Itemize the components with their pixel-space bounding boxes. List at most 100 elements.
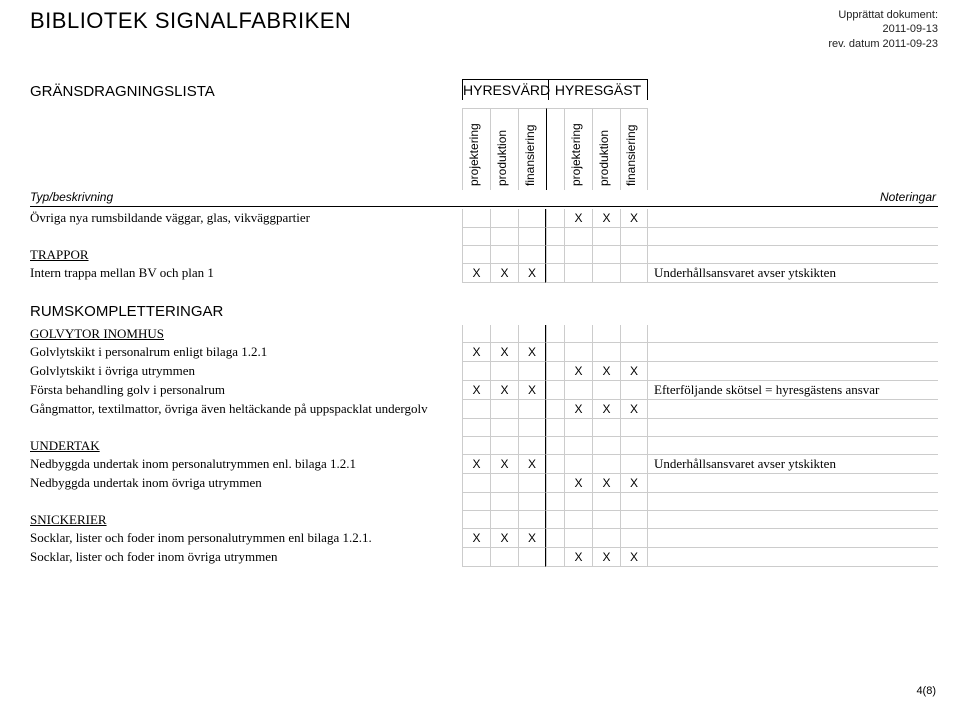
x-cell <box>462 437 490 455</box>
x-cell <box>462 362 490 381</box>
x-cell <box>592 437 620 455</box>
row-note <box>648 209 938 228</box>
x-cell <box>592 343 620 362</box>
x-cell <box>490 228 518 246</box>
x-cell: X <box>518 381 546 400</box>
row-subheading: SNICKERIER <box>30 511 462 529</box>
x-cell: X <box>462 343 490 362</box>
x-cell <box>518 228 546 246</box>
meta-line-3: rev. datum 2011-09-23 <box>828 37 938 51</box>
x-cell: X <box>592 400 620 419</box>
x-cell <box>518 209 546 228</box>
row-subheading: GOLVYTOR INOMHUS <box>30 325 462 343</box>
x-cell <box>592 381 620 400</box>
x-gap <box>546 455 564 474</box>
x-cell <box>620 455 648 474</box>
row-note: Efterföljande skötsel = hyresgästens ans… <box>648 381 938 400</box>
x-gap <box>546 400 564 419</box>
row-desc: Gångmattor, textilmattor, övriga även he… <box>30 400 462 419</box>
x-cell <box>462 400 490 419</box>
x-cell <box>490 419 518 437</box>
table-row: Intern trappa mellan BV och plan 1XXXUnd… <box>30 264 938 283</box>
rot-label-5: produktion <box>597 130 611 186</box>
spacer-note <box>648 228 938 246</box>
x-cell <box>620 246 648 264</box>
x-cell <box>564 511 592 529</box>
x-cell <box>462 474 490 493</box>
x-cell: X <box>592 209 620 228</box>
x-cell <box>592 529 620 548</box>
meta-line-2: 2011-09-13 <box>828 22 938 36</box>
x-cell <box>490 400 518 419</box>
x-cell <box>490 362 518 381</box>
x-cell <box>592 493 620 511</box>
x-cell <box>518 548 546 567</box>
x-cell <box>518 325 546 343</box>
doc-meta: Upprättat dokument: 2011-09-13 rev. datu… <box>828 8 938 51</box>
row-desc: Nedbyggda undertak inom övriga utrymmen <box>30 474 462 493</box>
x-cell <box>592 264 620 283</box>
x-cell <box>518 246 546 264</box>
x-gap <box>546 264 564 283</box>
table-row: RUMSKOMPLETTERINGAR <box>30 283 938 325</box>
x-cell: X <box>620 362 648 381</box>
x-cell <box>518 474 546 493</box>
rotated-cols: projektering produktion finansiering pro… <box>462 108 648 190</box>
table-row: TRAPPOR <box>30 246 938 264</box>
x-gap <box>546 362 564 381</box>
x-cell <box>620 381 648 400</box>
x-cell <box>620 228 648 246</box>
x-gap <box>546 493 564 511</box>
x-cell: X <box>490 343 518 362</box>
row-desc: Socklar, lister och foder inom övriga ut… <box>30 548 462 567</box>
group-hyresgast: HYRESGÄST <box>548 79 648 100</box>
x-cell: X <box>490 381 518 400</box>
x-cell: X <box>518 343 546 362</box>
x-cell <box>490 209 518 228</box>
x-cell <box>592 325 620 343</box>
x-cell: X <box>564 400 592 419</box>
x-cell <box>518 437 546 455</box>
rot-label-4: projektering <box>569 123 583 186</box>
x-cell: X <box>462 455 490 474</box>
x-cell: X <box>518 455 546 474</box>
x-cell <box>592 511 620 529</box>
x-cell <box>592 455 620 474</box>
rot-label-3: finansiering <box>523 125 537 186</box>
table-row: Golvlytskikt i övriga utrymmenXXX <box>30 362 938 381</box>
row-note <box>648 511 938 529</box>
x-cell: X <box>620 209 648 228</box>
row-desc: Intern trappa mellan BV och plan 1 <box>30 264 462 283</box>
notes-label: Noteringar <box>648 190 938 206</box>
x-cell <box>490 493 518 511</box>
x-cell <box>564 437 592 455</box>
table-row: Nedbyggda undertak inom övriga utrymmen X… <box>30 474 938 493</box>
x-cell <box>518 419 546 437</box>
x-cell <box>564 325 592 343</box>
x-gap <box>546 548 564 567</box>
x-cell <box>518 362 546 381</box>
table-row: UNDERTAK <box>30 437 938 455</box>
x-cell: X <box>564 209 592 228</box>
row-note: Underhållsansvaret avser ytskikten <box>648 264 938 283</box>
x-cell <box>564 381 592 400</box>
x-cell <box>620 529 648 548</box>
rot-col-6: finansiering <box>620 108 648 190</box>
x-gap <box>546 209 564 228</box>
rot-label-1: projektering <box>467 123 481 186</box>
x-cell <box>620 493 648 511</box>
top-header: BIBLIOTEK SIGNALFABRIKEN Upprättat dokum… <box>30 8 938 51</box>
rot-col-5: produktion <box>592 108 620 190</box>
row-note <box>648 474 938 493</box>
x-gap <box>546 228 564 246</box>
xcols-spacer <box>462 190 648 206</box>
rot-gap <box>546 108 564 190</box>
row-note <box>648 362 938 381</box>
x-gap <box>546 325 564 343</box>
x-gap <box>546 381 564 400</box>
column-headers: Typ/beskrivning Noteringar <box>30 190 938 207</box>
spacer-desc <box>30 493 462 511</box>
x-cell: X <box>564 474 592 493</box>
x-cell: X <box>592 548 620 567</box>
spacer-desc <box>30 419 462 437</box>
